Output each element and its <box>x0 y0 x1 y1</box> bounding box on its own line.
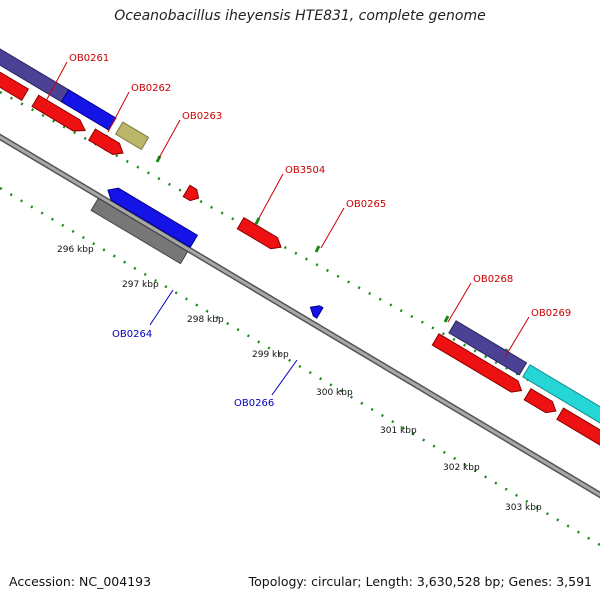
ruler-major-tick <box>443 315 450 323</box>
gene-forward-red-arrow[interactable] <box>88 128 127 159</box>
genome-summary: Topology: circular; Length: 3,630,528 bp… <box>248 574 592 589</box>
gene-label: OB0263 <box>182 111 222 122</box>
callout-line <box>45 61 68 102</box>
tick-label: 300 kbp <box>316 388 353 398</box>
tick-label: 296 kbp <box>57 245 94 255</box>
callout-line <box>271 359 298 396</box>
tick-label: 301 kbp <box>380 426 417 436</box>
gene-label: OB0269 <box>531 308 571 319</box>
gene-label: OB0268 <box>473 274 513 285</box>
map-title: Oceanobacillus iheyensis HTE831, complet… <box>114 8 486 24</box>
gene-OB0269[interactable] <box>556 407 600 467</box>
gene-label: OB0264 <box>112 329 152 340</box>
ruler-major-tick <box>314 245 321 253</box>
tick-label: 297 kbp <box>122 280 159 290</box>
gene-OB0265[interactable] <box>236 216 284 253</box>
tick-label: 302 kbp <box>443 463 480 473</box>
callout-line <box>258 173 284 219</box>
callout-line <box>320 207 345 249</box>
gene-OB0264[interactable] <box>104 184 199 248</box>
gene-OB0268[interactable] <box>448 320 528 376</box>
gene-forward-red[interactable] <box>0 42 30 101</box>
gene-OB0269-outer[interactable] <box>522 364 600 429</box>
gene-OB3504[interactable] <box>182 184 202 203</box>
gene-label: OB0265 <box>346 199 386 210</box>
gene-OB0266[interactable] <box>307 302 324 319</box>
ruler-major-tick <box>254 217 261 225</box>
gene-forward-red-arrow[interactable] <box>31 94 88 136</box>
gene-label: OB0262 <box>131 83 171 94</box>
genome-backbone-highlight <box>0 135 600 497</box>
gene-label: OB0266 <box>234 398 274 409</box>
callout-line <box>149 289 174 326</box>
callout-line <box>504 316 530 358</box>
accession-label: Accession: NC_004193 <box>9 574 152 589</box>
gene-reverse-gray[interactable] <box>90 197 189 265</box>
gene-OB0263[interactable] <box>114 121 150 151</box>
callout-line <box>158 119 181 159</box>
inner-ruler-line <box>0 186 600 547</box>
gene-label: OB3504 <box>285 165 325 176</box>
callout-line <box>107 91 130 133</box>
tick-label: 299 kbp <box>252 350 289 360</box>
tick-label: 298 kbp <box>187 315 224 325</box>
tick-label: 303 kbp <box>505 503 542 513</box>
gene-forward-red-arrow[interactable] <box>431 333 525 396</box>
callout-line <box>447 282 472 323</box>
gene-label: OB0261 <box>69 53 109 64</box>
gene-forward-red-arrow[interactable] <box>523 387 559 417</box>
